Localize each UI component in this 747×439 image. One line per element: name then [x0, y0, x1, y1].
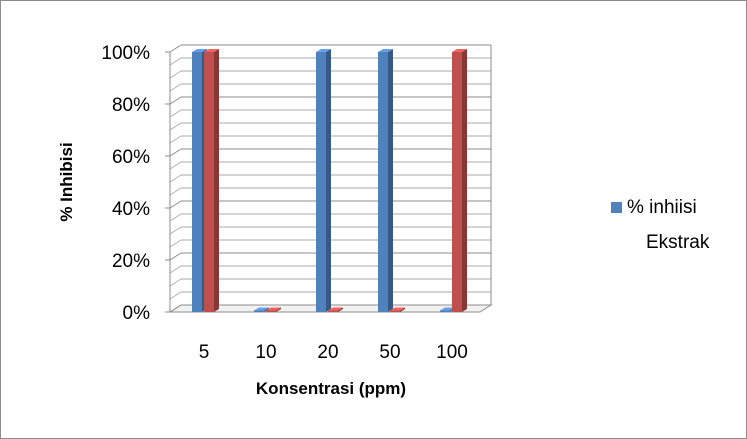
bar-2-10 — [266, 307, 281, 312]
legend: % inhiisi Ekstrak — [611, 197, 710, 253]
x-axis-title: Konsentrasi (ppm) — [256, 379, 406, 398]
gridline-side — [169, 174, 182, 183]
bar-side — [264, 307, 269, 312]
bar-side — [326, 49, 331, 312]
gridline-side — [169, 304, 182, 313]
bar-top — [266, 307, 281, 311]
gridline-side — [169, 239, 182, 248]
x-tick-label: 5 — [199, 342, 210, 363]
bar-top — [204, 49, 219, 52]
gridline-side — [169, 291, 182, 300]
gridline-side — [169, 122, 182, 131]
x-axis-ticks: 5 10 20 50 100 — [199, 342, 468, 363]
bar-1-50 — [378, 49, 393, 312]
bar-side — [462, 49, 467, 312]
gridline-side — [169, 96, 182, 105]
bar-top — [452, 49, 467, 52]
bars — [192, 49, 467, 312]
bar-front — [266, 310, 276, 312]
bar-top — [328, 307, 343, 311]
y-axis-title: % Inhibisi — [57, 142, 76, 221]
x-tick-label: 50 — [379, 342, 400, 363]
bar-top — [378, 49, 393, 52]
bar-front — [204, 52, 214, 312]
gridline-side — [169, 109, 182, 118]
bar-2-100 — [452, 49, 467, 312]
bar-side — [214, 49, 219, 312]
gridline-side — [169, 70, 182, 79]
gridline-side — [169, 187, 182, 196]
bar-top — [316, 49, 331, 52]
gridline-side — [169, 200, 182, 209]
gridline-side — [169, 252, 182, 261]
bar-1-10 — [254, 307, 269, 312]
bar-2-20 — [328, 307, 343, 312]
bar-front — [390, 310, 400, 312]
bar-front — [440, 310, 450, 312]
gridline-side — [169, 161, 182, 170]
gridline-side — [169, 278, 182, 287]
bar-2-5 — [204, 49, 219, 312]
bar-1-20 — [316, 49, 331, 312]
gridline-side — [169, 148, 182, 157]
gridline-side — [169, 265, 182, 274]
y-tick-label: 0% — [123, 303, 151, 324]
y-axis-ticks: 0% 20% 40% 60% 80% 100% — [101, 43, 170, 324]
bar-side — [276, 307, 281, 312]
x-tick-label: 100 — [436, 342, 468, 363]
gridline-side — [169, 44, 182, 53]
bar-front — [254, 310, 264, 312]
y-tick-label: 60% — [112, 147, 150, 168]
legend-label-line-1: % inhiisi — [627, 197, 697, 218]
x-tick-label: 10 — [255, 342, 276, 363]
bar-side — [400, 307, 405, 312]
y-tick-label: 100% — [101, 43, 150, 64]
y-tick-label: 40% — [112, 199, 150, 220]
bar-side — [388, 49, 393, 312]
gridline-side — [169, 213, 182, 222]
gridline-side — [169, 83, 182, 92]
gridlines — [169, 44, 492, 313]
gridline-side — [169, 135, 182, 144]
legend-label-line-2: Ekstrak — [646, 232, 710, 253]
gridline-side — [169, 226, 182, 235]
bar-top — [254, 307, 269, 311]
x-tick-label: 20 — [317, 342, 338, 363]
bar-top — [390, 307, 405, 311]
bar-top — [192, 49, 207, 52]
bar-side — [338, 307, 343, 312]
bar-front — [192, 52, 202, 312]
legend-swatch-series-1 — [611, 202, 622, 213]
y-tick-label: 80% — [112, 95, 150, 116]
bar-2-50 — [390, 307, 405, 312]
gridline-side — [169, 57, 182, 66]
bar-front — [452, 52, 462, 312]
bar-front — [328, 310, 338, 312]
bar-top — [440, 307, 455, 311]
y-tick-label: 20% — [112, 251, 150, 272]
bar-front — [316, 52, 326, 312]
bar-front — [378, 52, 388, 312]
